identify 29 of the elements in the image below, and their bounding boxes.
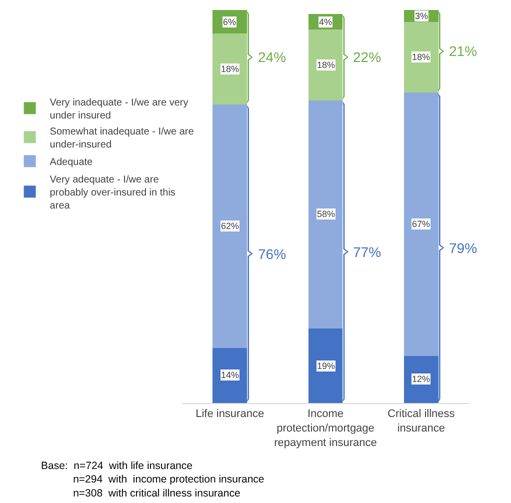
annotation: 22%	[353, 49, 382, 65]
legend-label: Very inadequate - I/we are very under insured	[50, 98, 188, 122]
annotation: 76%	[258, 246, 286, 262]
x-tick-label: Life insurance	[196, 408, 264, 420]
data-label: 67%	[412, 219, 430, 229]
data-label: 58%	[317, 209, 336, 219]
data-label: 4%	[319, 17, 332, 27]
data-label: 12%	[412, 374, 430, 384]
data-label: 18%	[221, 64, 240, 74]
x-tick-label: Income protection/mortgage repayment insurance	[274, 408, 377, 449]
data-label: 19%	[317, 361, 336, 371]
data-label: 18%	[412, 52, 430, 62]
text: Base: n=724 with life insurance n=294 with income protection insurance n=308 with critical illness insurance	[41, 460, 264, 500]
legend-label: Very adequate - I/we are probably over-insured in this area	[50, 174, 176, 212]
data-label: 14%	[221, 370, 240, 380]
annotation: 21%	[449, 43, 478, 59]
data-label: 62%	[221, 221, 240, 231]
annotation: 79%	[449, 240, 478, 256]
annotation: 77%	[353, 244, 382, 260]
bar	[308, 328, 343, 403]
legend-label: Adequate	[50, 157, 94, 168]
data-label: 6%	[223, 17, 236, 27]
data-label: 3%	[415, 11, 428, 21]
legend-label: Somewhat inadequate - I/we are under-insured	[50, 126, 194, 150]
annotation: 24%	[258, 49, 286, 65]
x-tick-label: Critical illness insurance	[388, 408, 456, 434]
bar	[212, 348, 248, 403]
data-label: 18%	[317, 60, 336, 70]
bar	[404, 356, 438, 403]
